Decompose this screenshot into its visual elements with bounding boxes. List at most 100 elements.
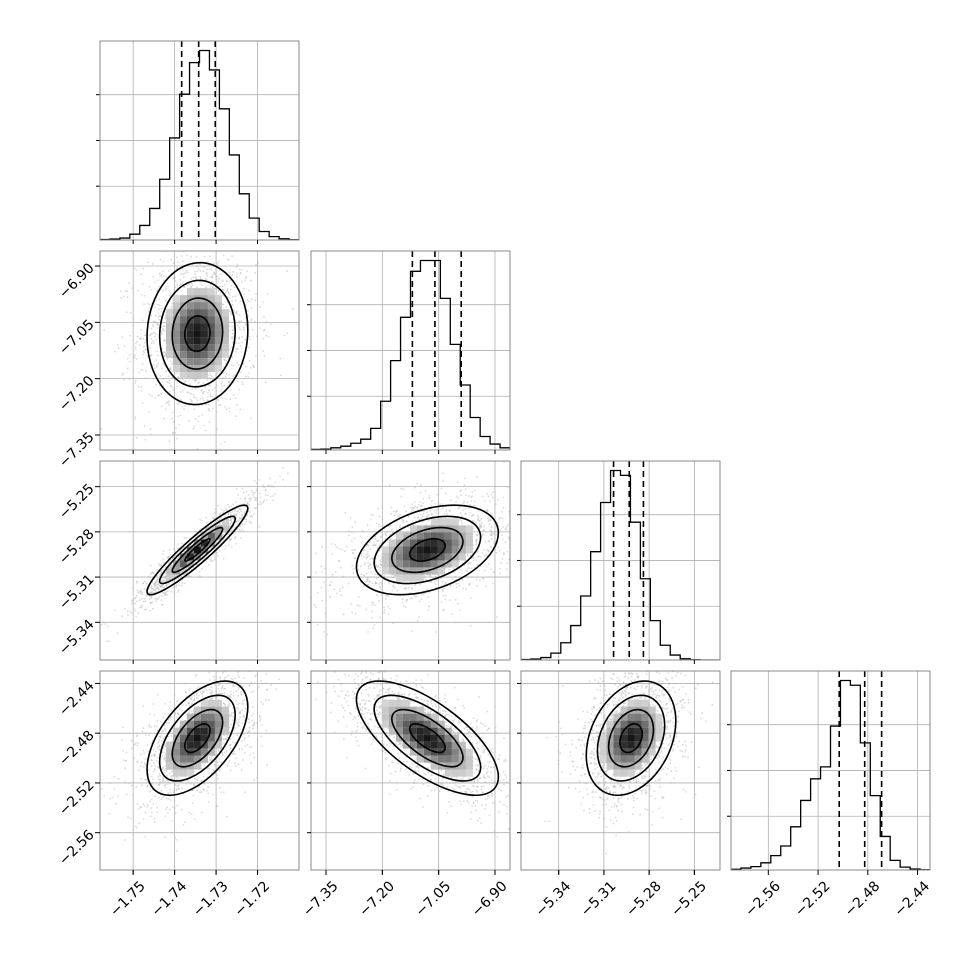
scatter-point: [274, 481, 277, 484]
scatter-point: [244, 745, 247, 748]
scatter-point: [228, 381, 231, 384]
scatter-point: [127, 357, 129, 360]
scatter-point: [163, 351, 166, 354]
density-cell: [465, 546, 473, 554]
scatter-point: [248, 504, 251, 506]
scatter-point: [160, 735, 162, 737]
scatter-point: [175, 716, 178, 719]
scatter-point: [226, 295, 229, 298]
scatter-point: [189, 392, 192, 395]
scatter-point: [134, 382, 137, 384]
scatter-point: [76, 321, 78, 323]
scatter-point: [287, 472, 289, 475]
scatter-point: [108, 640, 110, 642]
scatter-point: [330, 543, 333, 545]
scatter-point: [433, 509, 436, 512]
scatter-point: [393, 587, 396, 590]
scatter-point: [437, 510, 440, 513]
scatter-point: [266, 764, 268, 767]
scatter-point: [474, 566, 476, 569]
scatter-point: [162, 584, 165, 587]
scatter-point: [196, 270, 199, 273]
scatter-point: [255, 482, 258, 484]
scatter-point: [107, 625, 109, 628]
scatter-point: [353, 537, 356, 540]
scatter-point: [134, 354, 136, 357]
scatter-point: [400, 487, 402, 490]
scatter-point: [232, 394, 235, 397]
scatter-point: [428, 605, 430, 608]
scatter-point: [365, 545, 368, 548]
scatter-point: [225, 228, 227, 230]
scatter-point: [249, 516, 252, 518]
scatter-point: [138, 808, 140, 810]
scatter-point: [219, 273, 222, 276]
scatter-point: [323, 630, 325, 633]
scatter-point: [240, 341, 243, 344]
scatter-point: [138, 344, 141, 346]
scatter-point: [231, 332, 234, 335]
scatter-point: [460, 519, 462, 522]
scatter-point: [401, 601, 404, 604]
scatter-point: [233, 513, 236, 516]
scatter-point: [245, 518, 248, 521]
scatter-point: [342, 575, 344, 578]
scatter-point: [222, 235, 224, 237]
scatter-point: [220, 390, 222, 392]
scatter-point: [462, 587, 464, 590]
density-cell: [165, 323, 173, 331]
density-cell: [207, 365, 215, 373]
scatter-point: [475, 539, 477, 542]
scatter-point: [368, 541, 371, 544]
scatter-point: [156, 364, 158, 367]
scatter-point: [215, 384, 218, 387]
scatter-point: [229, 222, 231, 224]
scatter-point: [268, 484, 270, 487]
scatter-point: [222, 538, 225, 541]
scatter-point: [351, 540, 353, 542]
scatter-point: [148, 334, 151, 337]
scatter-point: [405, 510, 407, 513]
scatter-point: [164, 408, 167, 411]
scatter-point: [239, 300, 242, 303]
scatter-point: [216, 551, 219, 554]
scatter-point: [240, 238, 242, 240]
scatter-point: [176, 266, 179, 269]
scatter-point: [441, 503, 444, 505]
density-cell: [437, 532, 445, 540]
scatter-point: [372, 627, 375, 630]
scatter-point: [207, 391, 209, 394]
scatter-point: [165, 276, 168, 279]
scatter-point: [360, 554, 363, 557]
scatter-point: [215, 278, 218, 281]
scatter-point: [445, 510, 448, 513]
scatter-point: [140, 368, 142, 371]
scatter-point: [156, 279, 159, 282]
scatter-point: [231, 341, 234, 344]
scatter-point: [232, 375, 235, 377]
scatter-point: [154, 314, 157, 317]
scatter-point: [207, 564, 210, 566]
scatter-point: [331, 553, 334, 556]
scatter-point: [151, 395, 153, 397]
scatter-point: [440, 487, 443, 490]
scatter-point: [221, 380, 224, 383]
scatter-point: [141, 319, 144, 322]
scatter-point: [469, 504, 471, 507]
scatter-point: [148, 285, 151, 288]
density-cell: [221, 309, 229, 317]
scatter-point: [476, 585, 478, 587]
scatter-point: [223, 284, 226, 286]
scatter-point: [225, 676, 228, 678]
density-cell: [221, 337, 229, 345]
scatter-point: [221, 545, 223, 548]
scatter-point: [241, 381, 244, 383]
scatter-point: [167, 269, 170, 272]
density-cell: [430, 546, 438, 554]
density-cell: [402, 546, 410, 554]
scatter-point: [230, 712, 233, 714]
density-cell: [172, 302, 180, 310]
scatter-point: [476, 514, 479, 517]
density-cell: [423, 553, 431, 561]
scatter-point: [238, 511, 241, 514]
